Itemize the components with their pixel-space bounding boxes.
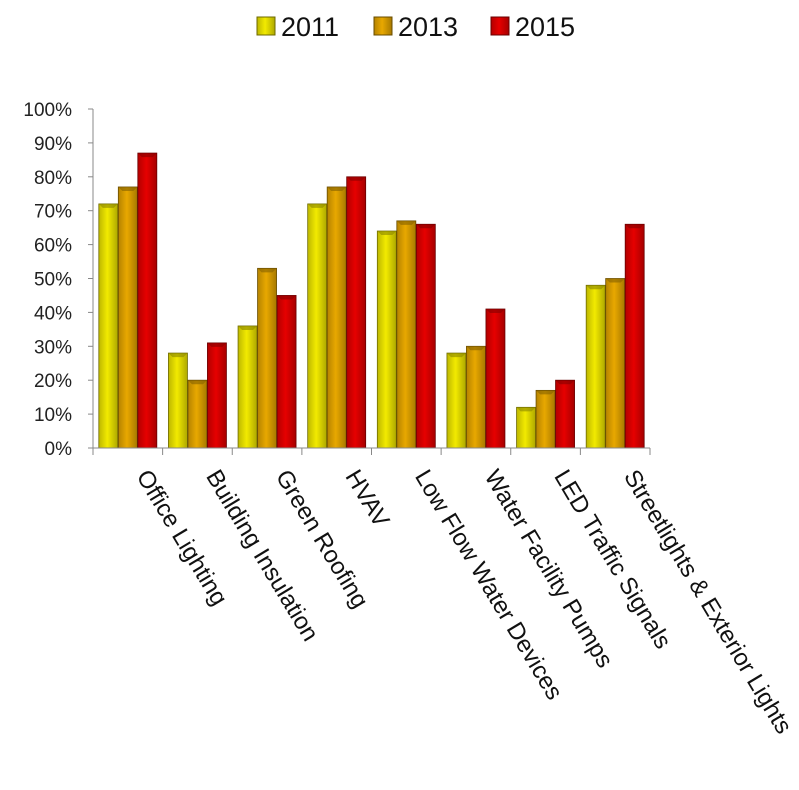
y-tick-label: 40% [34, 303, 72, 324]
bar-bevel [168, 353, 188, 358]
bar-2013 [466, 345, 486, 449]
bar-bevel [466, 346, 486, 351]
legend-label-2013: 2013 [398, 12, 458, 42]
x-tick-label: Water Facility Pumps [479, 465, 618, 672]
bar-bevel [307, 203, 327, 208]
bar-bevel [98, 203, 118, 208]
bar-2013 [396, 220, 417, 449]
y-tick-label: 90% [34, 134, 72, 155]
bar-bevel [516, 407, 536, 412]
bar-2011 [98, 203, 119, 449]
bar-2013 [326, 186, 347, 449]
bar-2013 [187, 379, 208, 449]
bar-2013 [535, 389, 556, 449]
legend-swatch-2011 [256, 16, 276, 36]
y-tick-label: 60% [34, 236, 72, 257]
y-tick-label: 70% [34, 202, 72, 223]
y-tick-label: 30% [34, 337, 72, 358]
bar-2013 [117, 186, 138, 449]
bar-bevel [536, 390, 556, 395]
bar-2011 [516, 406, 536, 449]
bar-bevel [277, 295, 297, 300]
bar-2011 [237, 325, 258, 449]
bar-bevel [187, 380, 207, 385]
bar-2015 [207, 342, 227, 449]
bar-2015 [137, 152, 158, 449]
bar-bevel [346, 176, 366, 181]
y-tick-label: 0% [45, 439, 73, 460]
y-tick-label: 50% [34, 270, 72, 291]
y-tick-label: 10% [34, 405, 72, 426]
x-tick-label: HVAV [340, 465, 395, 532]
legend-label-2015: 2015 [515, 12, 575, 42]
bar-2015 [624, 223, 645, 449]
bar-bevel [377, 231, 397, 236]
bar-2011 [446, 352, 467, 449]
bar-bevel [605, 278, 625, 283]
bar-2013 [605, 278, 626, 449]
bar-2015 [276, 295, 297, 449]
bar-bevel [137, 153, 157, 158]
bar-2011 [376, 230, 397, 449]
bar-bevel [586, 285, 606, 290]
legend-label-2011: 2011 [281, 12, 339, 42]
bar-2015 [555, 379, 575, 449]
y-tick-label: 100% [23, 100, 72, 121]
bars [98, 152, 645, 449]
bar-2015 [346, 176, 367, 449]
bar-bevel [625, 224, 645, 229]
bar-bevel [555, 380, 575, 385]
legend-swatch-2013 [373, 16, 393, 36]
bar-2013 [257, 267, 277, 449]
legend: 2011 2013 2015 [256, 12, 575, 42]
bar-bevel [446, 353, 466, 358]
bar-bevel [485, 309, 505, 314]
bar-2011 [168, 352, 188, 449]
bar-bevel [207, 342, 227, 347]
y-tick-label: 80% [34, 168, 72, 189]
legend-swatch-2015 [490, 16, 510, 36]
bar-2015 [415, 223, 436, 449]
y-axis: 0% 10% 20% 30% 40% 50% 60% 70% 80% 90% 100% [23, 100, 94, 460]
bar-bevel [257, 268, 277, 273]
bar-bevel [238, 325, 258, 330]
bar-2011 [307, 203, 328, 449]
bar-bevel [396, 220, 416, 225]
y-tick-label: 20% [34, 371, 72, 392]
bar-bevel [416, 224, 436, 229]
bar-bevel [327, 186, 347, 191]
bar-2011 [585, 284, 606, 449]
bar-bevel [118, 186, 138, 191]
bar-2015 [485, 308, 506, 449]
